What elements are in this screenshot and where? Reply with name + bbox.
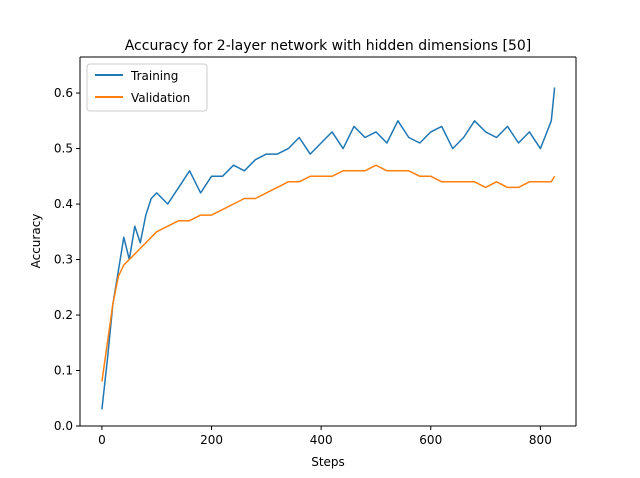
x-ticks: 0 200 400 600 800 (98, 426, 552, 447)
x-tick-label: 800 (529, 433, 552, 447)
y-tick-label: 0.4 (54, 197, 73, 211)
x-tick-label: 200 (200, 433, 223, 447)
y-tick-label: 0.5 (54, 142, 73, 156)
series-line-validation (101, 164, 556, 382)
chart-title: Accuracy for 2-layer network with hidden… (125, 38, 532, 54)
x-tick-label: 400 (310, 433, 333, 447)
y-tick-label: 0.0 (54, 419, 73, 433)
plot-area (80, 57, 576, 426)
y-tick-label: 0.1 (54, 364, 73, 378)
x-tick-label: 0 (98, 433, 106, 447)
y-tick-label: 0.6 (54, 86, 73, 100)
x-tick-label: 600 (419, 433, 442, 447)
legend-label-validation: Validation (131, 91, 190, 105)
axes-layer (79, 56, 577, 427)
y-tick-label: 0.3 (54, 253, 73, 267)
legend-label-training: Training (130, 69, 178, 83)
y-axis-label: Accuracy (29, 214, 43, 269)
y-tick-label: 0.2 (54, 308, 73, 322)
series-layer (101, 87, 556, 410)
x-axis-label: Steps (311, 455, 345, 469)
y-ticks: 0.0 0.1 0.2 0.3 0.4 0.5 0.6 (54, 86, 80, 433)
series-line-training (101, 87, 556, 410)
legend: Training Validation (86, 63, 208, 112)
